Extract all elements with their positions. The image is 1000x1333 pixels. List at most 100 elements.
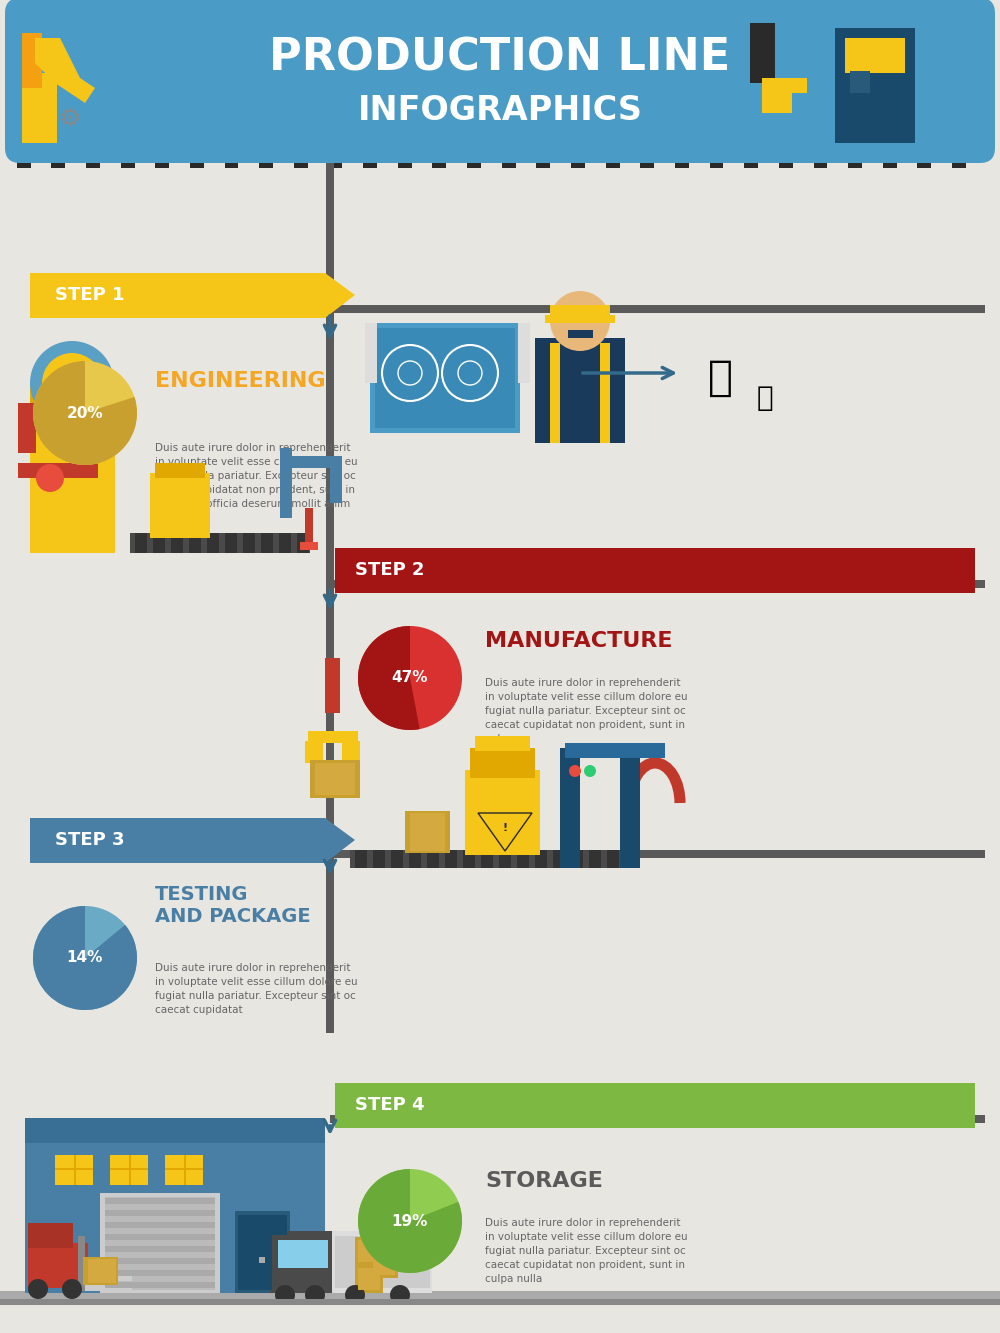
- Bar: [606, 156, 620, 168]
- Bar: [110, 1168, 148, 1170]
- Bar: [184, 1154, 186, 1185]
- Bar: [30, 403, 115, 553]
- Bar: [952, 0, 966, 7]
- Bar: [105, 1198, 215, 1204]
- Bar: [373, 1253, 395, 1274]
- Bar: [342, 741, 360, 762]
- Bar: [502, 156, 516, 168]
- Bar: [917, 156, 931, 168]
- Bar: [261, 533, 273, 553]
- Circle shape: [358, 627, 462, 730]
- Circle shape: [390, 1285, 410, 1305]
- Bar: [300, 543, 318, 551]
- Bar: [25, 1138, 325, 1293]
- Bar: [17, 0, 31, 7]
- Bar: [105, 1246, 215, 1252]
- Bar: [640, 156, 654, 168]
- Bar: [848, 156, 862, 168]
- Bar: [432, 156, 446, 168]
- Bar: [330, 850, 985, 858]
- Bar: [571, 0, 585, 7]
- Bar: [30, 273, 325, 319]
- Bar: [28, 1222, 73, 1248]
- Bar: [150, 473, 210, 539]
- Bar: [55, 1154, 93, 1185]
- Bar: [30, 818, 325, 862]
- Bar: [153, 533, 165, 553]
- Bar: [355, 850, 367, 868]
- Bar: [243, 533, 255, 553]
- Circle shape: [275, 1285, 295, 1305]
- Wedge shape: [358, 1169, 462, 1273]
- Bar: [355, 1265, 383, 1293]
- Bar: [130, 533, 310, 553]
- Bar: [22, 33, 42, 88]
- Bar: [189, 533, 201, 553]
- Bar: [571, 850, 583, 868]
- Bar: [475, 736, 530, 750]
- Bar: [18, 403, 36, 453]
- Bar: [445, 850, 457, 868]
- Bar: [171, 533, 183, 553]
- Bar: [744, 156, 758, 168]
- Bar: [225, 156, 238, 168]
- Bar: [845, 39, 905, 73]
- Bar: [305, 741, 323, 762]
- Text: 20%: 20%: [67, 405, 103, 420]
- Bar: [463, 850, 475, 868]
- Bar: [55, 1168, 93, 1170]
- Bar: [363, 156, 377, 168]
- Bar: [297, 533, 309, 553]
- Bar: [358, 1268, 380, 1290]
- Circle shape: [42, 353, 102, 413]
- Bar: [22, 73, 57, 143]
- Bar: [105, 1197, 215, 1290]
- Bar: [398, 156, 412, 168]
- Bar: [358, 1240, 380, 1262]
- Text: ENGINEERING: ENGINEERING: [155, 371, 326, 391]
- Bar: [235, 1210, 290, 1293]
- Polygon shape: [478, 813, 532, 850]
- Bar: [517, 850, 529, 868]
- Bar: [315, 762, 355, 794]
- Text: STEP 1: STEP 1: [55, 287, 124, 304]
- Bar: [814, 0, 827, 7]
- Circle shape: [33, 906, 137, 1010]
- Bar: [589, 850, 601, 868]
- Polygon shape: [35, 39, 95, 103]
- FancyBboxPatch shape: [5, 0, 995, 163]
- Bar: [710, 156, 723, 168]
- Circle shape: [62, 1278, 82, 1298]
- Text: Duis aute irure dolor in reprehenderit
in voluptate velit esse cillum dolore eu
: Duis aute irure dolor in reprehenderit i…: [155, 443, 358, 509]
- Bar: [917, 0, 931, 7]
- Bar: [550, 343, 610, 443]
- Bar: [25, 1118, 325, 1142]
- Bar: [129, 1154, 131, 1185]
- Bar: [259, 156, 273, 168]
- Bar: [467, 156, 481, 168]
- Bar: [165, 1154, 203, 1185]
- Bar: [330, 580, 985, 588]
- Bar: [536, 0, 550, 7]
- Bar: [259, 1257, 265, 1262]
- Bar: [105, 1282, 215, 1288]
- Bar: [329, 0, 342, 7]
- Bar: [51, 0, 65, 7]
- Bar: [375, 328, 515, 428]
- Bar: [82, 1285, 132, 1290]
- Bar: [225, 533, 237, 553]
- Bar: [86, 156, 100, 168]
- Text: STEP 2: STEP 2: [355, 561, 424, 579]
- Text: 🔧: 🔧: [708, 357, 732, 399]
- Bar: [88, 1258, 116, 1282]
- Bar: [744, 0, 758, 7]
- Bar: [835, 28, 915, 143]
- Bar: [467, 0, 481, 7]
- Circle shape: [345, 1285, 365, 1305]
- Bar: [86, 0, 100, 7]
- Bar: [432, 0, 446, 7]
- Bar: [15, 3, 985, 156]
- Bar: [74, 1154, 76, 1185]
- Bar: [607, 850, 619, 868]
- Bar: [18, 463, 98, 479]
